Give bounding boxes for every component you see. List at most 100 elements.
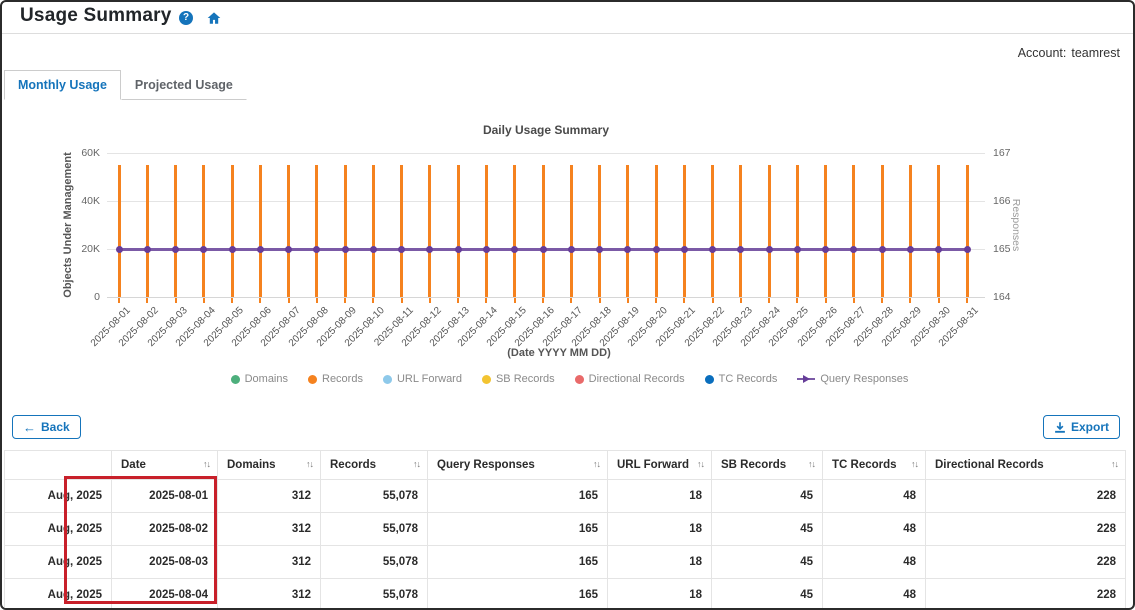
x-axis-tick bbox=[315, 298, 318, 303]
legend-item-domains[interactable]: Domains bbox=[230, 373, 288, 385]
table-cell: Aug, 2025 bbox=[4, 578, 112, 608]
table-cell: 55,078 bbox=[320, 512, 428, 546]
sort-icon[interactable]: ↑↓ bbox=[1111, 459, 1119, 469]
column-header-label: Date bbox=[121, 459, 146, 471]
x-axis-tick bbox=[457, 298, 460, 303]
tab-projected-usage[interactable]: Projected Usage bbox=[120, 70, 247, 100]
table-cell: 55,078 bbox=[320, 578, 428, 608]
chart-bar-records bbox=[484, 164, 488, 297]
tab-monthly-usage[interactable]: Monthly Usage bbox=[4, 70, 121, 100]
column-header-records[interactable]: Records ↑↓ bbox=[320, 450, 428, 480]
table-row: Aug, 2025 2025-08-01 312 55,078 165 18 45 48 228 bbox=[4, 479, 1126, 513]
x-axis-tick bbox=[626, 298, 629, 303]
chart-point-query-responses bbox=[256, 245, 264, 253]
chart-point-query-responses bbox=[398, 245, 406, 253]
sort-icon[interactable]: ↑↓ bbox=[808, 459, 816, 469]
table-cell: 45 bbox=[711, 545, 823, 579]
column-header-url-forward[interactable]: URL Forward ↑↓ bbox=[607, 450, 712, 480]
chart-point-query-responses bbox=[709, 245, 717, 253]
table-cell: 48 bbox=[822, 512, 926, 546]
legend-item-directional-records[interactable]: Directional Records bbox=[574, 373, 685, 385]
x-axis-tick bbox=[146, 298, 149, 303]
series-dot-icon bbox=[308, 374, 317, 384]
sort-icon[interactable]: ↑↓ bbox=[413, 459, 421, 469]
chart-bar-records bbox=[145, 164, 149, 297]
sort-icon[interactable]: ↑↓ bbox=[203, 459, 211, 469]
chart-bar-records bbox=[824, 164, 828, 297]
chart-bar-records bbox=[202, 164, 206, 297]
legend-item-query-responses[interactable]: Query Responses bbox=[797, 373, 908, 385]
legend-item-url-forward[interactable]: URL Forward bbox=[382, 373, 462, 385]
chart-point-query-responses bbox=[511, 245, 519, 253]
chart-bar-records bbox=[767, 164, 771, 297]
chart-bar-records bbox=[626, 164, 630, 297]
legend-item-sb-records[interactable]: SB Records bbox=[481, 373, 555, 385]
column-header-label: URL Forward bbox=[617, 459, 689, 471]
chart-point-query-responses bbox=[878, 245, 886, 253]
chart-bar-records bbox=[852, 164, 856, 297]
table-cell: 18 bbox=[607, 479, 712, 513]
table-row: Aug, 2025 2025-08-03 312 55,078 165 18 45 48 228 bbox=[4, 545, 1126, 579]
chart-point-query-responses bbox=[737, 245, 745, 253]
table-cell: 2025-08-02 bbox=[111, 512, 218, 546]
legend-item-tc-records[interactable]: TC Records bbox=[704, 373, 778, 385]
chart-point-query-responses bbox=[906, 245, 914, 253]
column-header-sb-records[interactable]: SB Records ↑↓ bbox=[711, 450, 823, 480]
column-header-label: SB Records bbox=[721, 459, 787, 471]
legend-label: URL Forward bbox=[396, 373, 462, 385]
legend-label: SB Records bbox=[495, 373, 555, 385]
x-axis-tick bbox=[174, 298, 177, 303]
chart-bar-records bbox=[795, 164, 799, 297]
sort-icon[interactable]: ↑↓ bbox=[593, 459, 601, 469]
x-axis-tick bbox=[683, 298, 686, 303]
chart-point-query-responses bbox=[822, 245, 830, 253]
column-header-date[interactable]: Date ↑↓ bbox=[111, 450, 218, 480]
column-header-label: Domains bbox=[227, 459, 276, 471]
y-axis-tick-right: 164 bbox=[993, 291, 1011, 303]
table-cell: 228 bbox=[925, 578, 1126, 608]
chart-point-query-responses bbox=[341, 245, 349, 253]
y-axis-title-right: Responses bbox=[1010, 198, 1022, 252]
gridline bbox=[107, 153, 985, 154]
table-cell: 2025-08-04 bbox=[111, 578, 218, 608]
series-dot-icon bbox=[481, 374, 491, 384]
chart-bar-records bbox=[654, 164, 658, 297]
chart-bar-records bbox=[287, 164, 291, 297]
column-header-label: Records bbox=[330, 459, 377, 471]
column-header-tc-records[interactable]: TC Records ↑↓ bbox=[822, 450, 926, 480]
export-button-label: Export bbox=[1070, 420, 1109, 434]
table-cell: 55,078 bbox=[320, 545, 428, 579]
chart-point-query-responses bbox=[426, 245, 434, 253]
table-cell: 312 bbox=[217, 545, 321, 579]
help-icon[interactable]: ? bbox=[179, 11, 193, 25]
export-button[interactable]: Export bbox=[1042, 415, 1120, 439]
sort-icon[interactable]: ↑↓ bbox=[306, 459, 314, 469]
chart-point-query-responses bbox=[793, 245, 801, 253]
y-axis-tick-right: 167 bbox=[993, 147, 1011, 159]
x-axis-tick bbox=[485, 298, 488, 303]
series-dot-icon bbox=[230, 374, 240, 384]
home-icon[interactable] bbox=[207, 11, 221, 25]
x-axis-caption: (Date YYYY MM DD) bbox=[507, 347, 611, 359]
column-header-query-responses[interactable]: Query Responses ↑↓ bbox=[427, 450, 608, 480]
chart-point-query-responses bbox=[624, 245, 632, 253]
back-button[interactable]: ← Back bbox=[12, 415, 81, 439]
sort-icon[interactable]: ↑↓ bbox=[697, 459, 705, 469]
x-axis-tick bbox=[118, 298, 120, 303]
sort-icon[interactable]: ↑↓ bbox=[911, 459, 919, 469]
chart-point-query-responses bbox=[850, 245, 858, 253]
legend-item-records[interactable]: Records bbox=[308, 373, 363, 385]
x-axis-tick bbox=[909, 298, 912, 303]
x-axis-tick bbox=[711, 298, 714, 303]
account-info: Account: teamrest bbox=[1018, 46, 1120, 60]
table-header-row: Date ↑↓ Domains ↑↓ Records ↑↓ Query Responses ↑… bbox=[4, 450, 1126, 480]
column-header-directional-records[interactable]: Directional Records ↑↓ bbox=[925, 450, 1126, 480]
column-header-domains[interactable]: Domains ↑↓ bbox=[217, 450, 321, 480]
table-cell: 2025-08-03 bbox=[111, 545, 218, 579]
x-axis-tick bbox=[768, 298, 771, 303]
table-cell: 228 bbox=[925, 512, 1126, 546]
legend-label: TC Records bbox=[718, 373, 778, 385]
column-header-label: Query Responses bbox=[437, 459, 535, 471]
column-header-label: TC Records bbox=[832, 459, 897, 471]
